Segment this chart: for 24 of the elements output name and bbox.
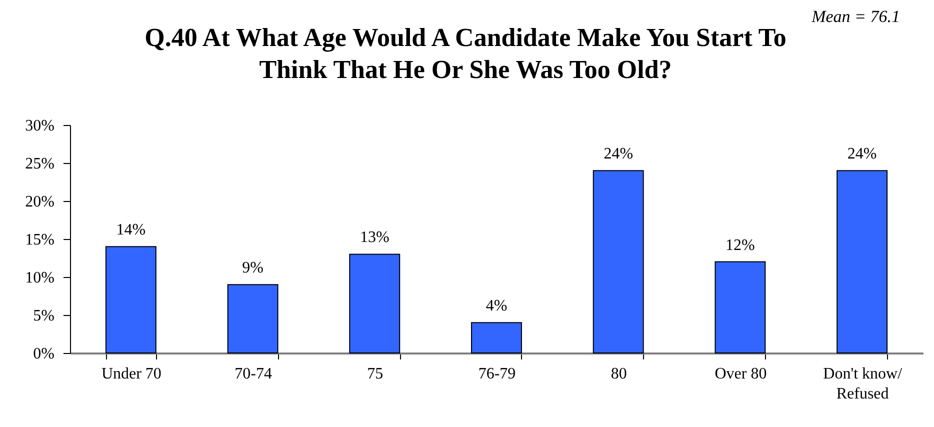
x-tick-label: Don't know/ Refused — [823, 366, 903, 402]
bar — [349, 254, 400, 354]
data-label: 12% — [726, 236, 755, 254]
data-label: 24% — [847, 146, 877, 163]
data-label: 9% — [242, 260, 264, 277]
x-tick-label: 70-74 — [234, 366, 272, 382]
data-label: 4% — [486, 298, 508, 315]
x-tick-label: Under 70 — [101, 366, 162, 382]
y-tick-label: 10% — [25, 270, 54, 286]
x-tick-label: Over 80 — [714, 366, 767, 382]
x-tick-label: 75 — [367, 366, 384, 382]
y-tick-label: 0% — [33, 346, 54, 362]
x-tick-label: 76-79 — [478, 366, 516, 382]
text: Mean = 76.1 — [810, 7, 900, 26]
y-tick-label: 15% — [25, 232, 54, 248]
y-tick-label: 30% — [25, 118, 54, 134]
x-tick-label: 80 — [610, 366, 627, 382]
data-label: 14% — [116, 222, 146, 239]
y-tick-label: 25% — [25, 156, 54, 172]
data-label: 13% — [360, 229, 390, 246]
chart-title: Q.40 At What Age Would A Candidate Make You Start To Think That He Or She Was Too Old? — [144, 23, 786, 84]
data-label: 24% — [604, 146, 634, 163]
y-tick-label: 5% — [33, 308, 54, 324]
y-tick-label: 20% — [25, 194, 54, 210]
